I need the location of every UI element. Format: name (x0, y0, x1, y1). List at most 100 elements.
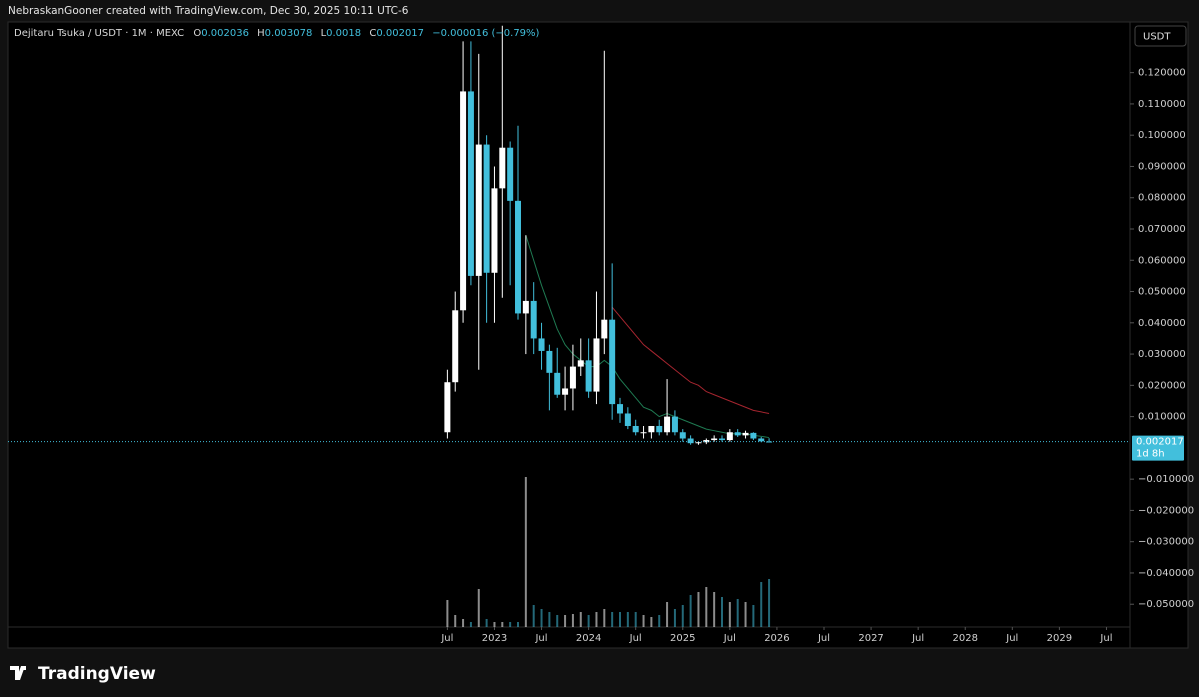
y-tick-label: 0.090000 (1138, 161, 1186, 172)
volume-bar (642, 615, 645, 627)
x-tick-label: 2023 (482, 633, 507, 644)
candle-body (679, 432, 686, 439)
ohlc-prefix: H (257, 28, 265, 39)
countdown: 1d 8h (1136, 449, 1165, 460)
chart-panel (7, 21, 1189, 649)
x-tick-label: Jul (440, 633, 453, 644)
x-tick-label: Jul (1099, 633, 1112, 644)
volume-bar (595, 612, 598, 627)
volume-bar (697, 592, 700, 627)
candle-body (711, 438, 718, 441)
y-tick-label: −0.010000 (1138, 474, 1194, 485)
candle-body (452, 310, 459, 383)
candle-body (530, 300, 537, 339)
credit: NebraskanGooner created with TradingView… (8, 5, 409, 17)
volume-bar (611, 612, 614, 627)
candle-body (664, 416, 671, 433)
candle-body (726, 432, 733, 441)
candle-body (601, 319, 608, 339)
y-tick-label: −0.030000 (1138, 537, 1194, 548)
x-tick-label: Jul (723, 633, 736, 644)
moving-average (611, 306, 770, 414)
candle-body (546, 350, 553, 373)
currency-button[interactable] (1134, 25, 1187, 47)
candle-body (742, 432, 749, 436)
candle-body (562, 388, 569, 395)
volume-bar (681, 605, 684, 627)
volume-bar (579, 612, 582, 627)
volume-bar (564, 615, 567, 627)
y-tick-label: −0.050000 (1138, 599, 1194, 610)
candle-body (499, 147, 506, 189)
x-tick-label: Jul (911, 633, 924, 644)
volume-bar (446, 600, 449, 627)
volume-bar (587, 615, 590, 627)
volume-bar (713, 592, 716, 627)
y-tick-label: 0.110000 (1138, 99, 1186, 110)
volume-bar (721, 597, 723, 627)
candle-body (444, 382, 451, 433)
volume-bar (768, 579, 771, 627)
volume-bar (454, 615, 457, 627)
volume-bar (540, 609, 543, 627)
ohlc-prefix: O (193, 28, 201, 39)
volume-bar (728, 602, 731, 627)
candle-body (609, 319, 616, 405)
volume-bar (626, 612, 629, 627)
volume-bar (524, 477, 527, 627)
candle-body (617, 404, 623, 414)
candle-body (624, 413, 631, 426)
volume-bar (501, 622, 504, 627)
volume-bar (666, 602, 669, 627)
x-tick-label: 2027 (858, 633, 883, 644)
candle-body (460, 91, 467, 311)
volume-bar (744, 602, 747, 627)
change: −0.000016 (−0.79%) (432, 28, 539, 39)
candle-body (491, 188, 498, 273)
candle-body (671, 416, 678, 433)
currency-label[interactable]: USDT (1143, 32, 1171, 43)
logo: TradingView (10, 664, 156, 684)
candle-body (483, 144, 490, 273)
candle-body (577, 360, 584, 367)
y-tick-label: 0.080000 (1138, 193, 1186, 204)
volume-bar (532, 605, 535, 627)
logo-text: TradingView (38, 664, 156, 684)
y-tick-label: 0.070000 (1138, 224, 1186, 235)
ohlc-value: 0.0018 (326, 28, 361, 39)
candle-body (515, 200, 521, 314)
x-tick-label: Jul (629, 633, 642, 644)
volume-bar (469, 622, 472, 627)
volume-bar (689, 595, 692, 627)
candle-body (695, 442, 702, 444)
x-tick-label: Jul (817, 633, 830, 644)
last-price-label: 0.002017 (1136, 437, 1184, 448)
volume-bar (752, 605, 755, 627)
last-price-box (1132, 435, 1184, 461)
ohlc-value: 0.002036 (201, 28, 249, 39)
volume-bar (603, 609, 606, 627)
candle-body (585, 360, 592, 392)
volume-bar (517, 622, 519, 627)
candle-body (632, 425, 639, 433)
ohlc-value: 0.002017 (376, 28, 424, 39)
x-tick-label: 2025 (670, 633, 695, 644)
candle-body (687, 438, 694, 444)
candle-body (593, 338, 600, 392)
y-tick-label: 0.030000 (1138, 349, 1186, 360)
volume-bar (556, 615, 559, 627)
ohlc-prefix: C (369, 28, 376, 39)
candle-body (758, 438, 765, 442)
volume-bar (650, 617, 653, 627)
y-tick-label: 0.060000 (1138, 255, 1186, 266)
volume-bar (509, 622, 512, 627)
candle-body (507, 147, 514, 201)
candle-body (522, 300, 529, 314)
y-tick-label: 0.040000 (1138, 318, 1186, 329)
logo-icon (10, 666, 26, 680)
y-tick-label: 0.010000 (1138, 412, 1186, 423)
candle-body (734, 432, 741, 436)
volume-bar (571, 614, 574, 627)
x-tick-label: Jul (1005, 633, 1018, 644)
legend: Dejitaru Tsuka / USDT · 1M · MEXC O0.002… (14, 28, 540, 39)
